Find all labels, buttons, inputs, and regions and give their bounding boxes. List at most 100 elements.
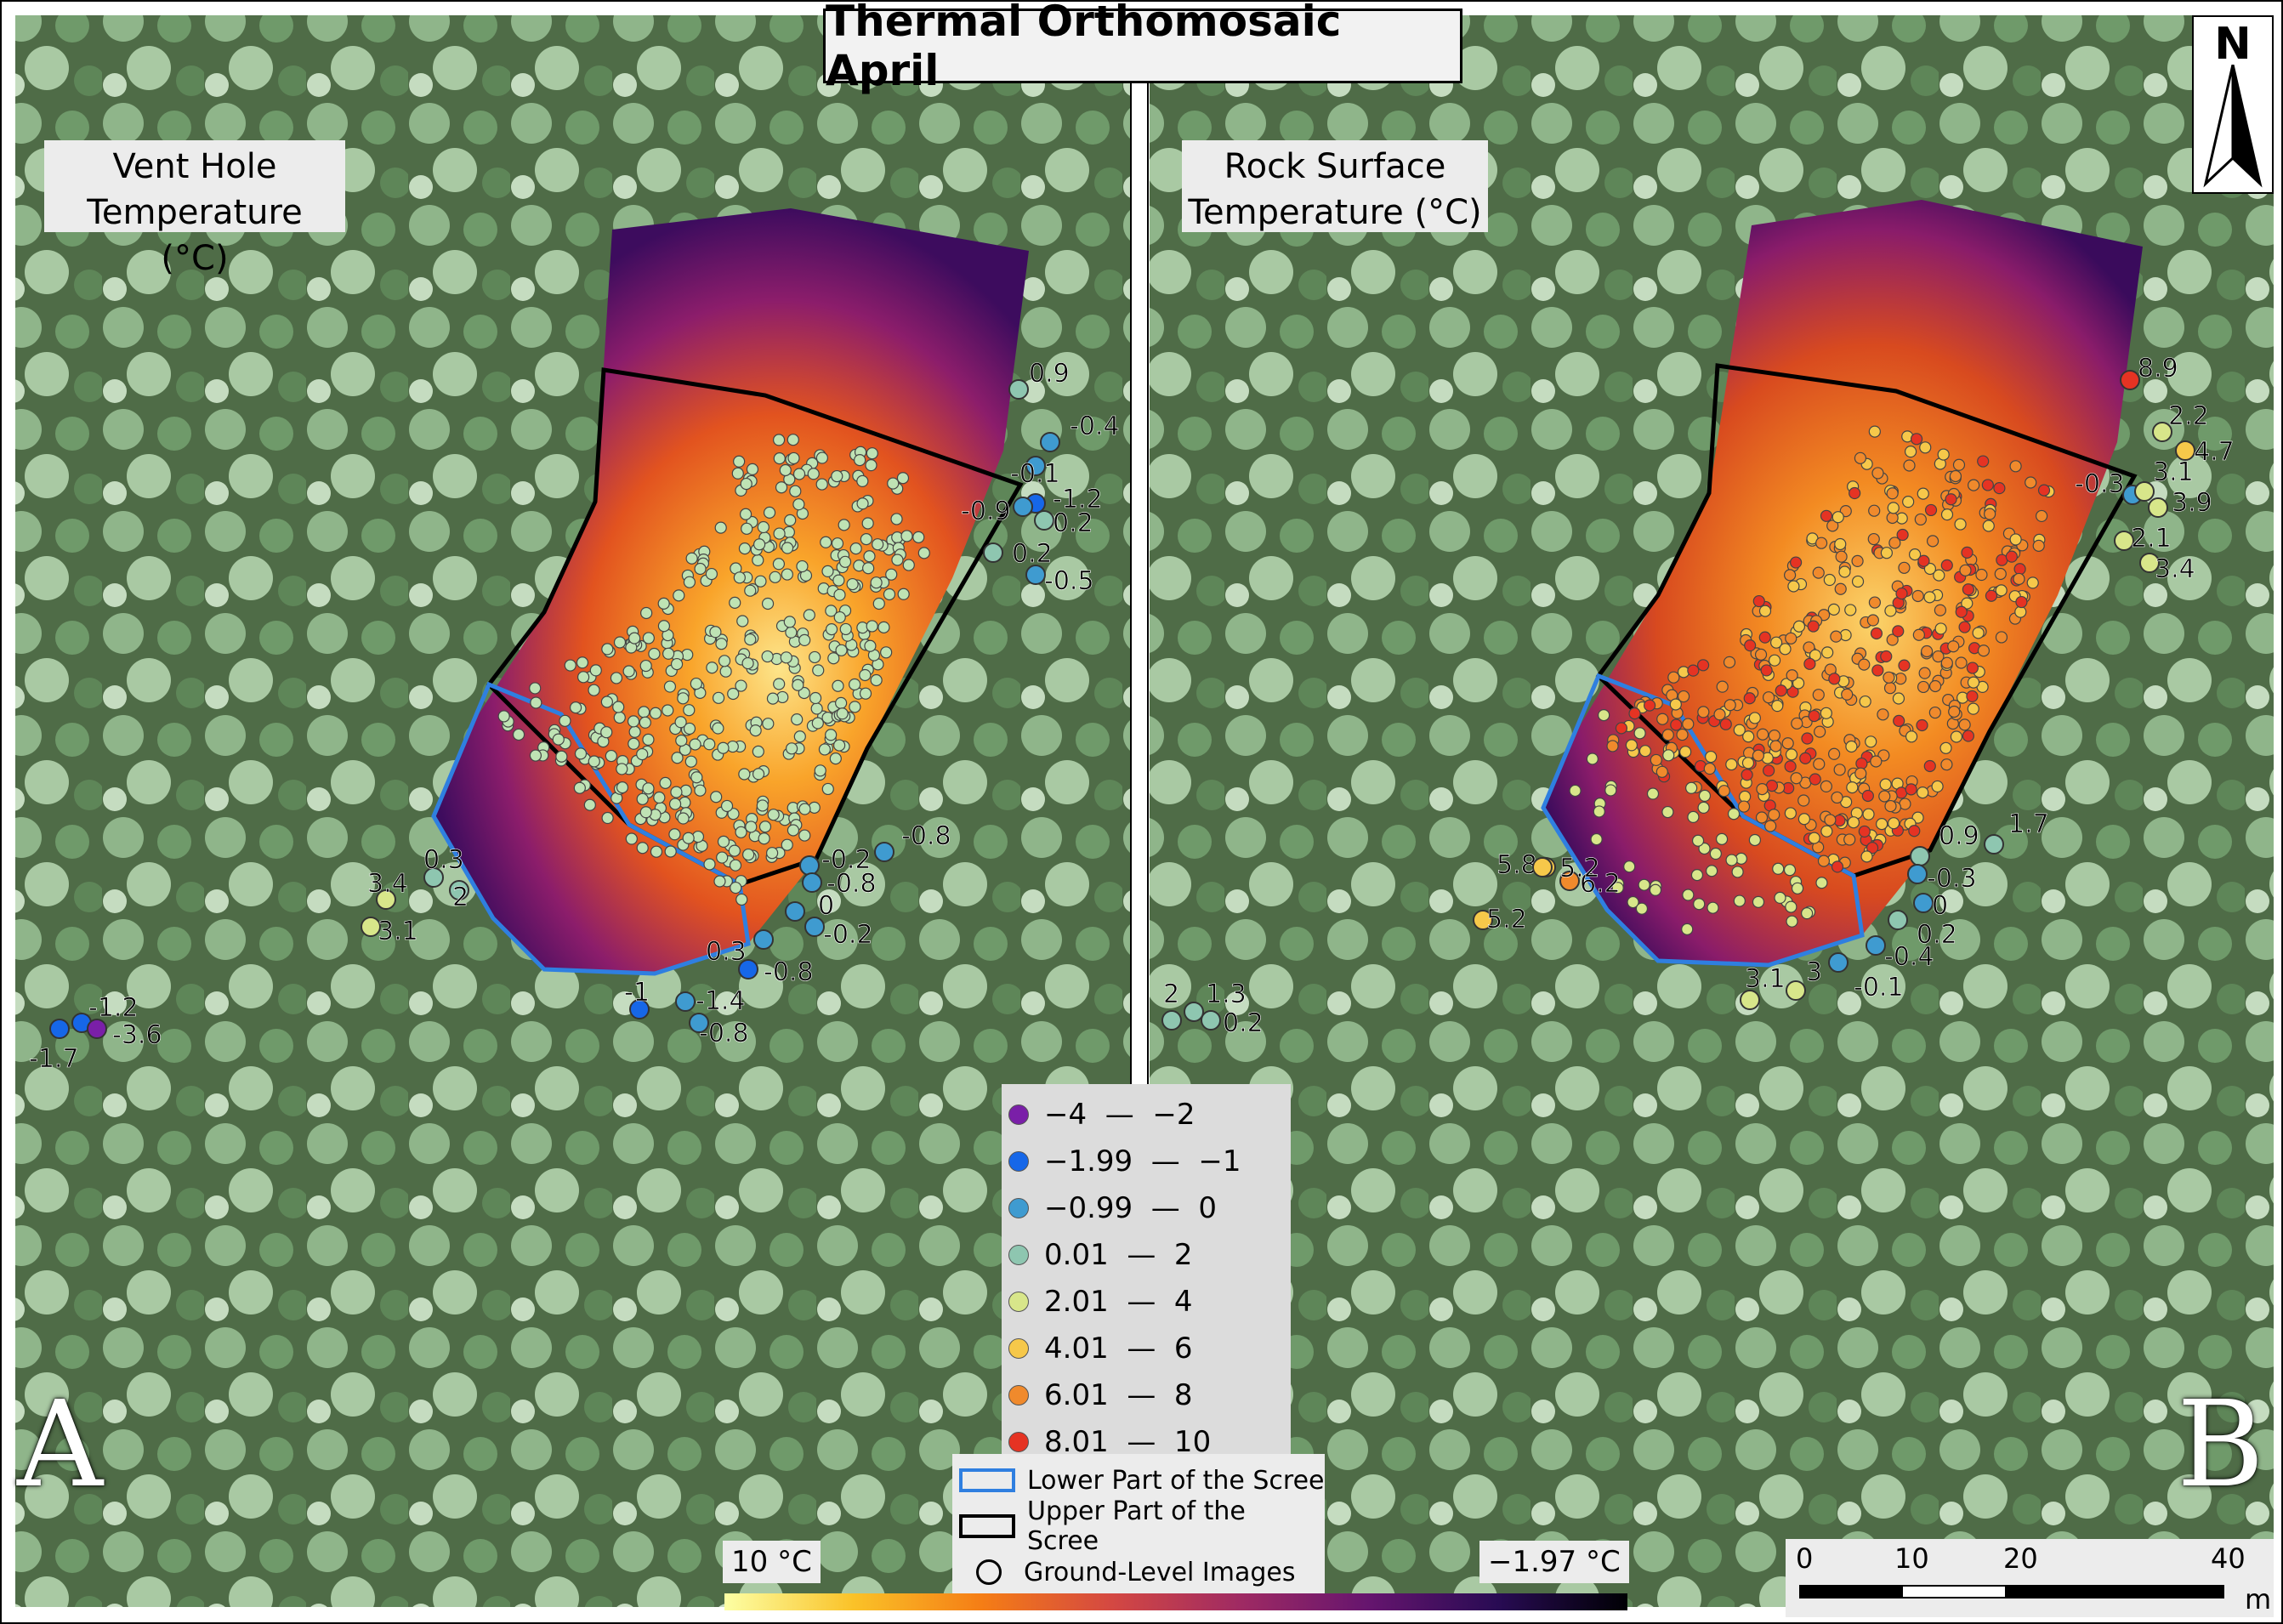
ground-image-point [1625, 739, 1638, 752]
ground-image-point [821, 782, 834, 796]
ground-image-point [1833, 764, 1846, 776]
ground-image-point [787, 434, 799, 446]
rock-surface-reading-point [2175, 440, 2195, 461]
ground-image-point [1851, 554, 1864, 568]
ground-image-point [877, 621, 890, 633]
ground-image-point [1775, 684, 1787, 697]
ground-image-point [773, 678, 786, 690]
rock-surface-reading-point [2139, 553, 2160, 573]
ground-image-point [784, 514, 797, 527]
rock-surface-reading-point [1184, 1002, 1204, 1022]
rock-surface-reading-label: 5.8 [1496, 850, 1537, 880]
vent-hole-reading-label: 3.4 [367, 869, 408, 899]
ground-image-point [1902, 496, 1915, 508]
ground-image-point [1855, 757, 1868, 770]
vent-hole-reading-label: -1.2 [1053, 485, 1103, 514]
rock-surface-reading-label: 3.1 [1745, 964, 1786, 994]
north-label: N [2214, 19, 2252, 70]
ground-image-point [766, 847, 779, 860]
ground-image-point [1755, 811, 1769, 824]
vent-hole-reading-label: 3.1 [378, 917, 418, 946]
ground-image-point [1719, 718, 1732, 730]
ground-image-point [1904, 446, 1917, 458]
ground-image-point [1926, 535, 1939, 548]
ground-image-point [1752, 895, 1765, 908]
map-title: Thermal Orthomosaic April [823, 0, 1462, 95]
ground-image-point [1742, 730, 1755, 743]
ground-image-point [825, 623, 838, 636]
ground-image-point [1826, 520, 1839, 532]
ground-image-point [1928, 706, 1941, 719]
ground-image-point [1656, 713, 1669, 725]
rock-surface-reading-point [1828, 952, 1849, 973]
ground-image-point [1923, 591, 1936, 604]
scale-bar-segment-4 [2114, 1585, 2224, 1598]
ground-image-point [1854, 451, 1867, 464]
ground-image-point [718, 655, 731, 667]
panel-letter-b: B [2177, 1376, 2264, 1514]
vent-hole-reading-label: -0.8 [901, 821, 951, 851]
ground-image-point [1867, 532, 1880, 546]
ground-image-point [1911, 589, 1924, 603]
outline-legend: Lower Part of the Scree Upper Part of th… [952, 1454, 1325, 1607]
ground-image-point [1727, 808, 1741, 821]
ground-image-point [1569, 784, 1582, 798]
ground-image-point [564, 659, 576, 672]
ground-image-point [703, 858, 716, 871]
ground-image-point [1866, 842, 1879, 855]
rock-surface-reading-point [1910, 846, 1930, 866]
ground-image-point [864, 639, 877, 652]
vent-hole-reading-point [376, 889, 396, 910]
ground-image-point [902, 559, 915, 571]
legend-class-label: 4.01 — 6 [1044, 1332, 1193, 1366]
ground-image-point [2005, 550, 2018, 563]
rock-surface-reading-label: 5.2 [1486, 905, 1527, 934]
ground-image-point [1961, 546, 1973, 559]
ground-image-point [1834, 537, 1847, 551]
legend-class-dot [1008, 1385, 1029, 1405]
rock-surface-reading-point [2148, 497, 2168, 518]
ground-image-point [1716, 680, 1729, 693]
ground-image-point [657, 597, 670, 610]
rock-surface-reading-label: 5.2 [1559, 854, 1600, 883]
ground-image-point [1923, 759, 1936, 773]
ground-image-point [1958, 621, 1971, 633]
ground-image-point [744, 633, 757, 646]
rock-surface-reading-label: 4.7 [2194, 437, 2235, 467]
ground-image-point [1741, 757, 1755, 769]
north-arrow: N [2192, 15, 2274, 194]
ground-image-point [1918, 667, 1931, 679]
ground-image-point [1785, 900, 1797, 913]
panel-b-label: Rock Surface Temperature (°C) [1182, 140, 1488, 232]
ground-image-point [1667, 671, 1680, 684]
ground-image-point [829, 752, 842, 765]
ground-image-point [2009, 533, 2022, 546]
ground-image-point [1696, 659, 1710, 672]
ground-image-point [717, 835, 730, 848]
ground-image-point [1586, 752, 1599, 765]
legend-ground-images: Ground-Level Images [952, 1549, 1295, 1595]
ground-image-point [1638, 878, 1650, 891]
ground-image-point [1784, 807, 1797, 820]
rock-surface-reading-label: -0.3 [2075, 469, 2125, 499]
ground-image-point [862, 562, 875, 575]
ground-image-point [1910, 433, 1923, 446]
ground-image-point [1939, 741, 1952, 754]
scale-tick-10: 10 [1894, 1542, 1929, 1575]
ground-image-point [866, 620, 878, 633]
ground-image-point [1787, 580, 1800, 593]
ground-image-point [727, 808, 740, 821]
vent-hole-reading-point [1008, 379, 1029, 400]
ground-image-point [1888, 537, 1901, 549]
ground-image-point [781, 838, 793, 851]
ground-image-point [758, 832, 770, 845]
ground-image-point [1744, 639, 1757, 652]
ground-image-point [1835, 550, 1848, 563]
ground-image-point [573, 781, 586, 794]
ground-image-point [1809, 773, 1821, 786]
ground-image-point [1604, 784, 1617, 797]
ground-image-point [613, 711, 626, 724]
ground-image-point [639, 806, 652, 819]
ground-image-point [767, 809, 780, 821]
ground-image-point [1828, 673, 1841, 685]
